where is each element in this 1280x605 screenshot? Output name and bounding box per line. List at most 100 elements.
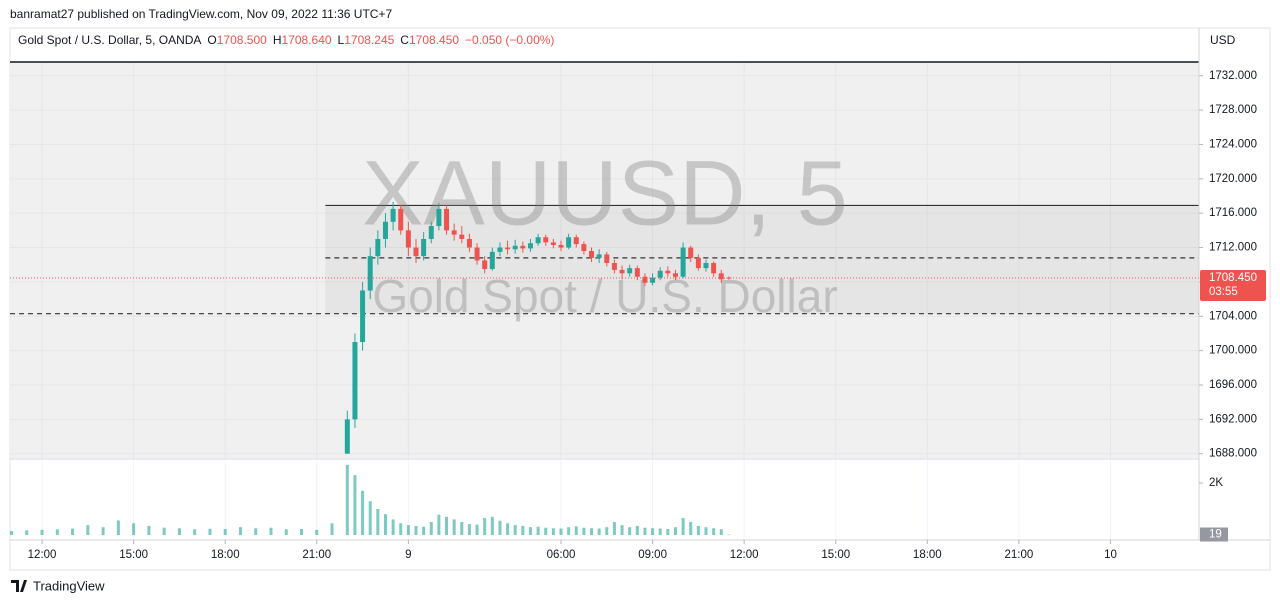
- volume-bar: [376, 509, 380, 535]
- y-tick-label: 1720.000: [1209, 173, 1257, 185]
- candle-body: [390, 208, 396, 222]
- volume-bar: [635, 525, 639, 535]
- volume-bar: [475, 524, 479, 535]
- volume-bar: [689, 522, 693, 535]
- legend-o: 1708.500: [217, 33, 267, 47]
- candle-body: [421, 238, 427, 257]
- candle-body: [512, 245, 518, 250]
- candle-body: [627, 268, 633, 274]
- candle-body: [596, 254, 602, 258]
- x-tick-label: 15:00: [821, 549, 850, 561]
- last-volume-label: 19: [1209, 529, 1222, 541]
- candle-body: [619, 269, 625, 274]
- y-tick-label: 1700.000: [1209, 345, 1257, 357]
- volume-bar: [254, 528, 258, 535]
- volume-bar: [429, 522, 433, 535]
- volume-bar: [208, 528, 212, 535]
- candle-body: [558, 244, 564, 248]
- volume-bar: [605, 527, 609, 535]
- legend-o-label: O: [207, 33, 216, 47]
- candle-body: [573, 237, 579, 245]
- brand-name: TradingView: [33, 578, 105, 593]
- volume-bar: [147, 525, 151, 535]
- volume-bar: [399, 523, 403, 535]
- volume-bar: [391, 519, 395, 535]
- volume-bar: [582, 527, 586, 535]
- volume-bar: [513, 525, 517, 535]
- volume-bar: [55, 529, 59, 535]
- volume-bar: [590, 528, 594, 535]
- x-tick-label: 12:00: [730, 549, 759, 561]
- volume-bar: [25, 530, 29, 535]
- volume-bar: [651, 528, 655, 535]
- volume-bar: [467, 524, 471, 535]
- author-line: banramat27 published on TradingView.com,…: [10, 7, 392, 21]
- volume-bar: [330, 523, 334, 535]
- x-tick-label: 12:00: [28, 549, 57, 561]
- volume-bar: [452, 519, 456, 535]
- candle-body: [688, 247, 694, 258]
- candle-body: [543, 237, 549, 243]
- volume-bar: [521, 525, 525, 535]
- candle-body: [672, 273, 678, 277]
- volume-bar: [300, 529, 304, 535]
- legend-c: 1708.450: [409, 33, 459, 47]
- volume-bar: [116, 520, 120, 535]
- x-tick-label: 09:00: [638, 549, 667, 561]
- candle-body: [344, 419, 350, 454]
- volume-bar: [620, 525, 624, 535]
- candle-body: [405, 230, 411, 248]
- volume-bar: [666, 529, 670, 535]
- grid: [10, 62, 1199, 540]
- volume-bar: [506, 523, 510, 535]
- volume-bar: [490, 516, 494, 535]
- candle-body: [711, 263, 717, 274]
- legend-h-label: H: [273, 33, 282, 47]
- x-tick-label: 15:00: [119, 549, 148, 561]
- volume-bar: [445, 516, 449, 535]
- zone: [325, 205, 1199, 314]
- candle-body: [589, 250, 595, 258]
- volume-bar: [681, 518, 685, 535]
- volume-bar: [658, 528, 662, 535]
- candle-body: [375, 238, 381, 257]
- volume-bar: [673, 527, 677, 535]
- zone-layer: [10, 204, 1199, 315]
- legend-l-label: L: [338, 33, 345, 47]
- volume-bar: [437, 514, 441, 535]
- volume-bar: [101, 527, 105, 535]
- candle-body: [474, 247, 480, 261]
- candle-body: [451, 230, 457, 235]
- watermark-description: Gold Spot / U.S. Dollar: [372, 270, 837, 322]
- y-tick-label: 1688.000: [1209, 448, 1257, 460]
- volume-bar: [162, 527, 166, 535]
- volume-bar: [345, 464, 349, 535]
- y-tick-label: 1724.000: [1209, 138, 1257, 150]
- volume-bar: [193, 529, 197, 535]
- volume-bar: [177, 528, 181, 535]
- legend-l: 1708.245: [344, 33, 394, 47]
- candle-body: [581, 244, 587, 251]
- axes: 1688.000 1692.000 1696.000 1700.000 1704.000…: [28, 70, 1266, 561]
- volume-bar: [284, 529, 288, 535]
- last-price-label: 1708.450: [1209, 272, 1257, 284]
- volume-bar: [368, 501, 372, 535]
- y-tick-label: 1732.000: [1209, 70, 1257, 82]
- volume-bar: [551, 528, 555, 535]
- candle-body: [611, 263, 617, 270]
- x-tick-label: 21:00: [302, 549, 331, 561]
- candle-body: [459, 234, 465, 239]
- volume-bar: [696, 525, 700, 535]
- candle-body: [360, 290, 366, 343]
- candle-body: [650, 277, 656, 283]
- candle-body: [527, 243, 533, 249]
- candle-body: [444, 208, 450, 231]
- candle-body: [489, 251, 495, 270]
- volume-bar: [460, 522, 464, 535]
- volume-bar: [704, 527, 708, 535]
- legend: Gold Spot / U.S. Dollar, 5, OANDA O1708.5…: [18, 33, 554, 47]
- volume-bar: [719, 529, 723, 535]
- volume-bar: [536, 526, 540, 535]
